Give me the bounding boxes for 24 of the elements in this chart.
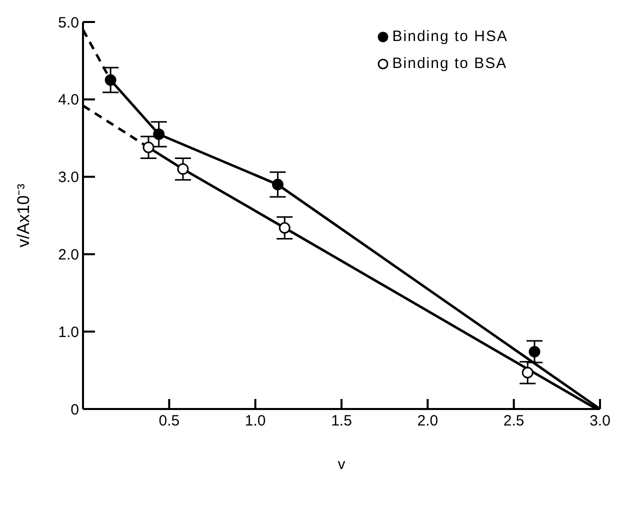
x-tick-label: 3.0: [590, 412, 610, 430]
point: [278, 222, 290, 234]
x-tick-label: 2.5: [503, 412, 524, 430]
x-axis-title: v: [338, 456, 346, 473]
point: [272, 178, 284, 190]
point: [522, 366, 534, 378]
legend-label: Binding to BSA: [392, 55, 508, 72]
y-tick-label: 5.0: [58, 14, 79, 32]
point: [104, 74, 116, 86]
point: [142, 142, 154, 154]
point: [177, 163, 189, 175]
legend-label: Binding to HSA: [392, 28, 508, 45]
point: [153, 128, 165, 140]
x-tick-label: 0.5: [158, 412, 180, 430]
y-tick-label: 3.0: [58, 169, 79, 186]
x-tick-label: 1.0: [244, 412, 266, 430]
x-tick-label: 1.5: [331, 412, 352, 430]
y-tick-label: 0: [70, 401, 79, 418]
x-tick-label: 2.0: [417, 412, 438, 430]
y-tick-label: 4.0: [58, 92, 79, 109]
y-tick-label: 2.0: [58, 246, 79, 264]
point: [528, 346, 540, 358]
y-tick-label: 1.0: [58, 324, 79, 341]
y-axis-title: v/Ax10⁻³: [14, 183, 34, 248]
